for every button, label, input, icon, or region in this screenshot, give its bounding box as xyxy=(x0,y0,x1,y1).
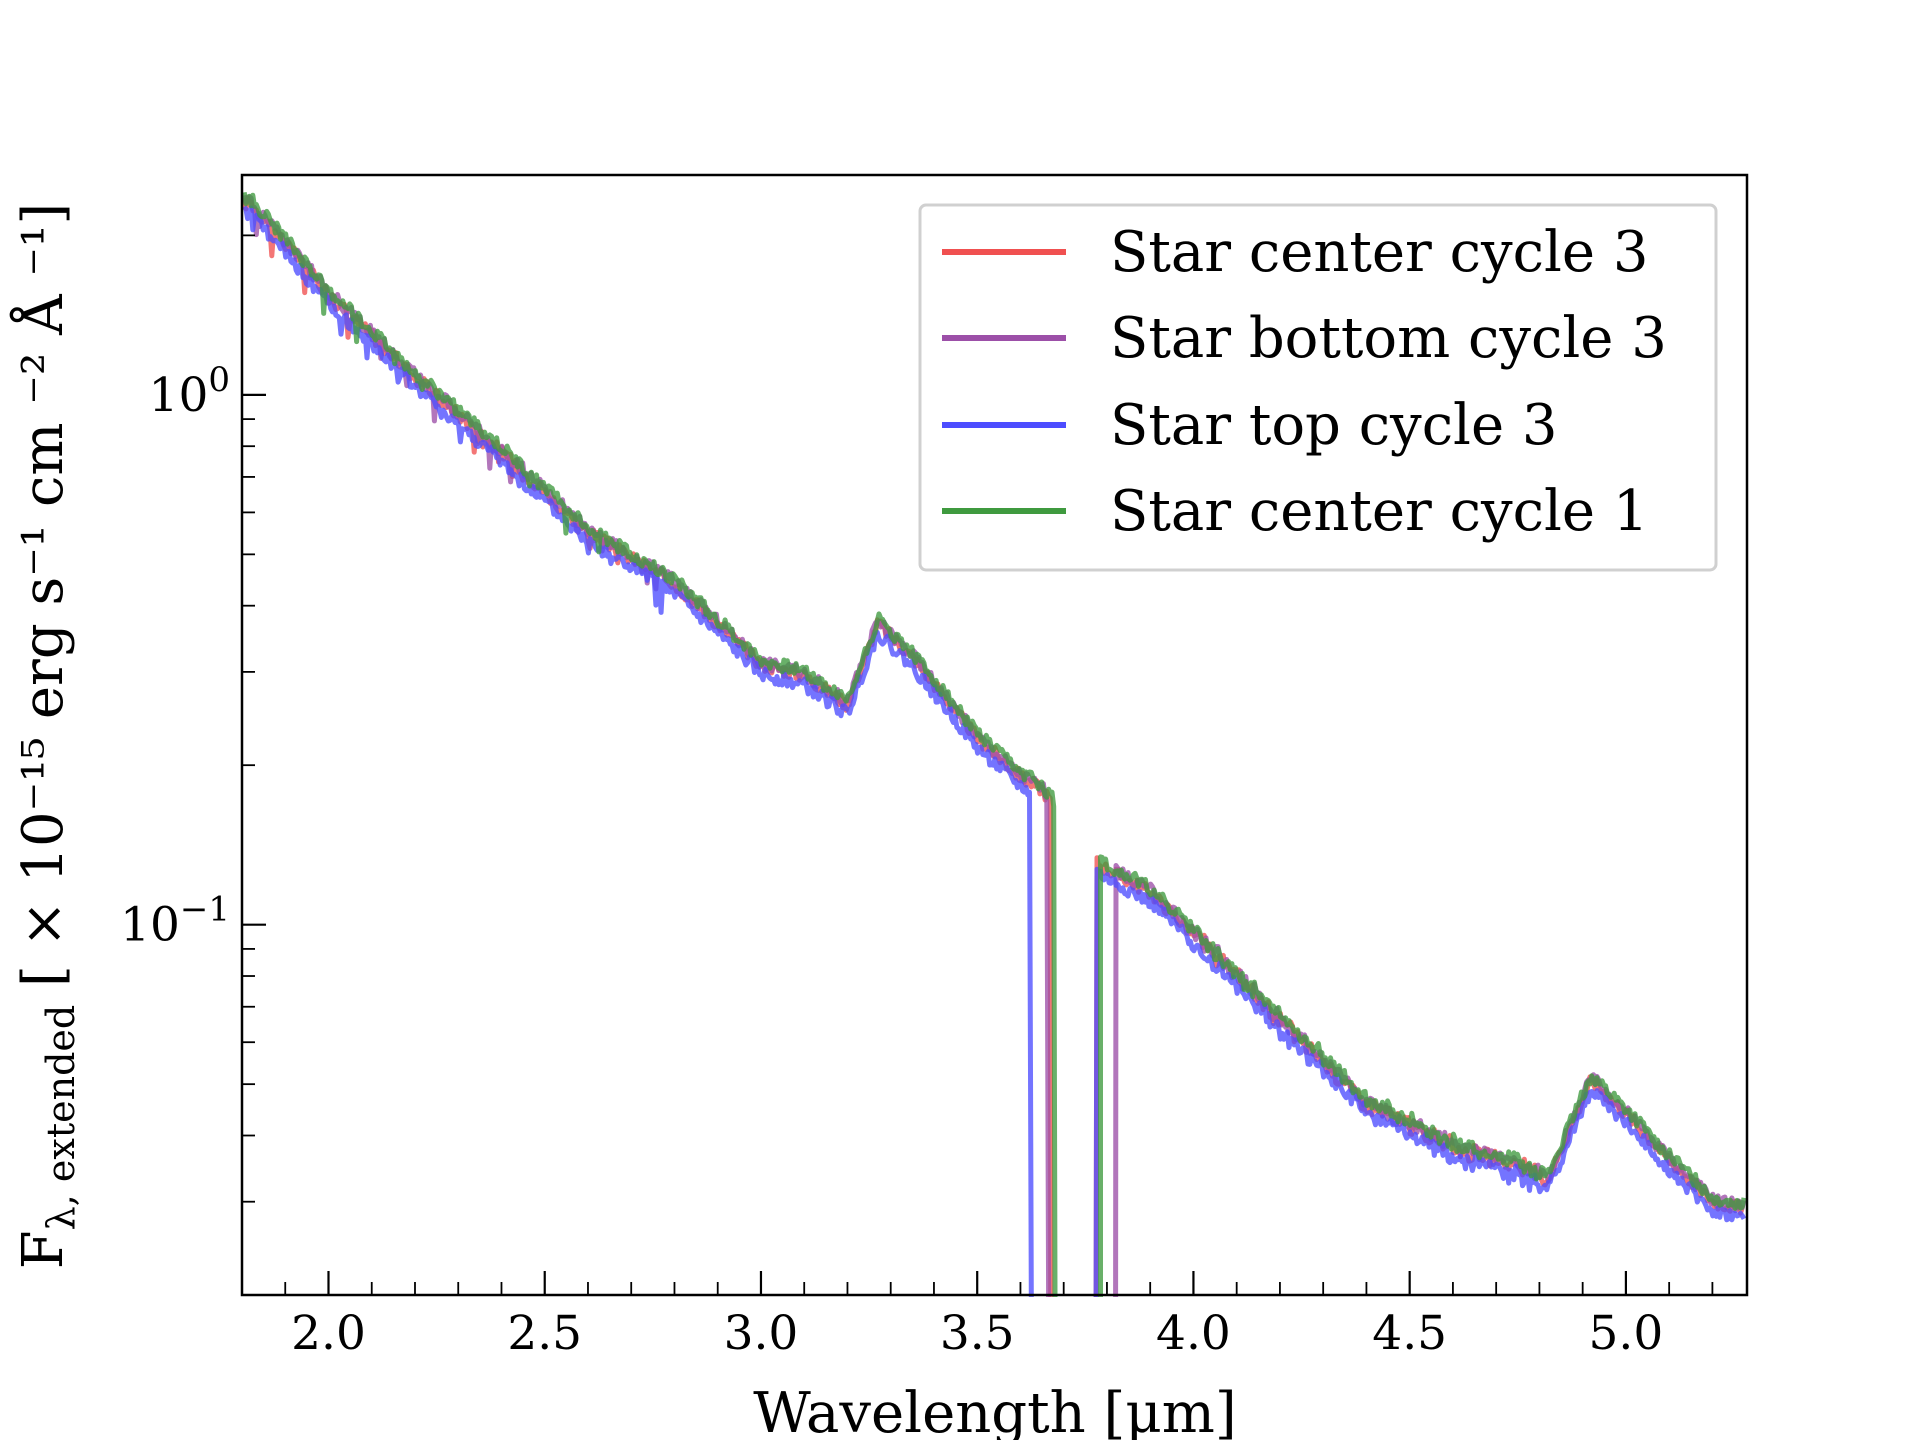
x-tick-label: 4.5 xyxy=(1372,1306,1447,1361)
x-axis-label: Wavelength [μm] xyxy=(753,1381,1236,1440)
y-tick-label: 100 xyxy=(149,360,230,423)
ticks-layer: 2.0 2.5 3.0 3.5 4.0 4.5 5.0 10−1 100 xyxy=(120,234,1714,1361)
legend-label-star-top-cycle-3: Star top cycle 3 xyxy=(1110,393,1558,458)
series-layer xyxy=(241,192,1747,1298)
y-axis-label-units: [ × 10⁻¹⁵ erg s⁻¹ cm ⁻² Å ⁻¹] xyxy=(9,203,76,1005)
x-tick-label: 2.5 xyxy=(507,1306,582,1361)
x-tick-label: 3.5 xyxy=(940,1306,1015,1361)
x-tick-label: 5.0 xyxy=(1589,1306,1664,1361)
legend-label-star-center-cycle-3: Star center cycle 3 xyxy=(1110,220,1648,285)
plot-frame xyxy=(240,173,1749,1297)
y-axis-label: Fλ, extended [ × 10⁻¹⁵ erg s⁻¹ cm ⁻² Å ⁻… xyxy=(9,203,83,1269)
legend-label-star-bottom-cycle-3: Star bottom cycle 3 xyxy=(1110,306,1667,371)
legend-label-star-center-cycle-1: Star center cycle 1 xyxy=(1110,479,1648,544)
x-tick-label: 4.0 xyxy=(1156,1306,1231,1361)
legend: Star center cycle 3 Star bottom cycle 3 … xyxy=(918,203,1718,572)
x-tick-label: 3.0 xyxy=(724,1306,799,1361)
legend-box xyxy=(918,203,1718,572)
y-axis-label-subscript: λ, extended xyxy=(39,1005,83,1231)
series-line-star-top-cycle-3 xyxy=(242,205,1747,1298)
series-line-star-center-cycle-1 xyxy=(241,192,1747,1298)
x-tick-label: 2.0 xyxy=(291,1306,366,1361)
y-tick-label: 10−1 xyxy=(120,890,230,953)
y-axis-label-main: F xyxy=(11,1230,76,1269)
